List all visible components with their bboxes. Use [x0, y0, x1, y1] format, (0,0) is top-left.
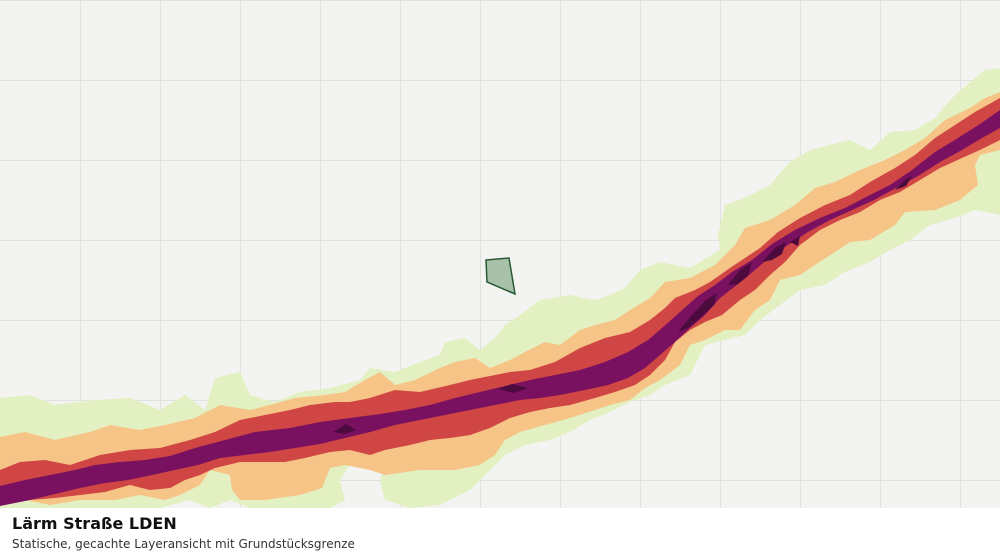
parcel-boundary[interactable]	[485, 257, 516, 296]
noise-band-5	[333, 176, 912, 434]
layer-subtitle: Statische, gecachte Layeransicht mit Gru…	[12, 537, 355, 551]
map-view[interactable]	[0, 0, 1000, 508]
noise-map-canvas[interactable]	[0, 0, 1000, 508]
noise-band-3	[0, 98, 1000, 505]
layer-title: Lärm Straße LDEN	[12, 514, 177, 533]
noise-band-1	[0, 68, 1000, 508]
layer-caption: Lärm Straße LDEN Statische, gecachte Lay…	[0, 508, 1000, 560]
noise-band-4	[0, 110, 1000, 506]
